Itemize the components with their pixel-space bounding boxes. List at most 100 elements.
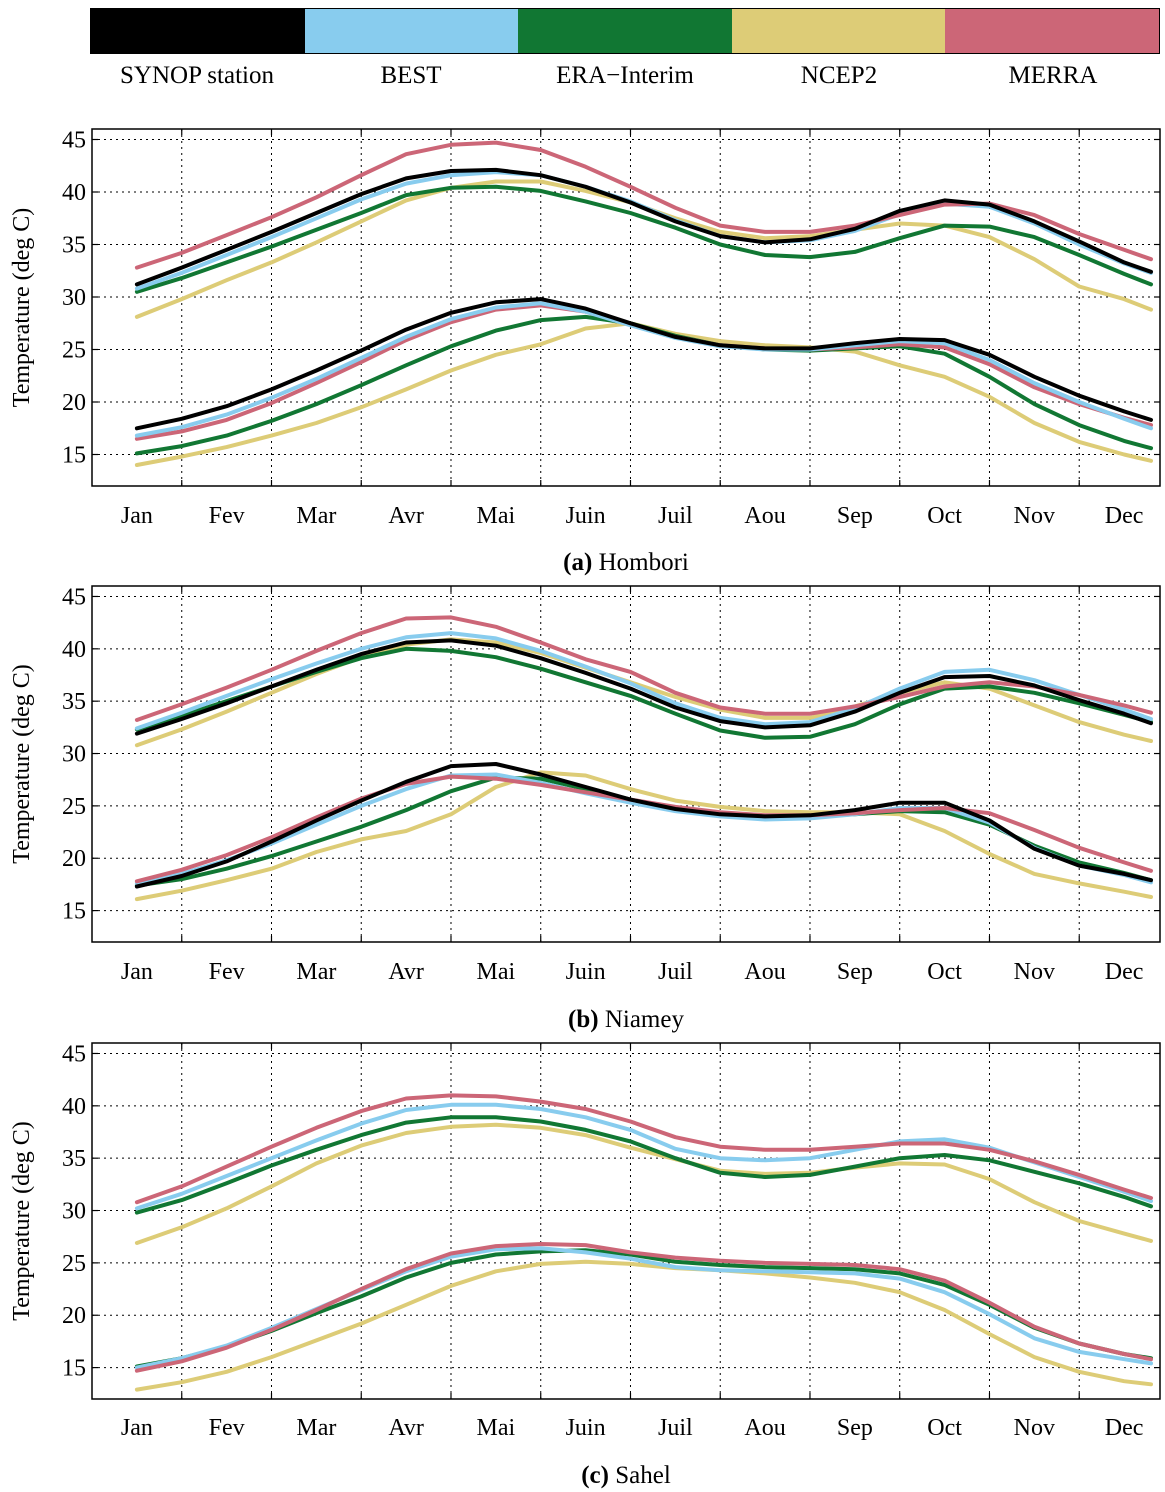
series-merra-tmax [134, 615, 1153, 722]
x-tick-label-10: Nov [1014, 503, 1055, 529]
caption-letter: (a) [563, 549, 592, 576]
y-tick-label-3: 30 [62, 742, 86, 768]
x-tick-label-1: Fev [209, 1415, 245, 1441]
series-synop-station-tmin [134, 297, 1153, 431]
y-tick-label-0: 15 [62, 1356, 86, 1382]
series-best-tmax [134, 631, 1153, 731]
series-ncep2-tmin [134, 1259, 1153, 1392]
x-tick-label-7: Aou [744, 959, 785, 985]
series-synop-station-tmax [134, 638, 1153, 736]
y-tick-label-5: 40 [62, 637, 86, 663]
y-tick-label-0: 15 [62, 899, 86, 925]
x-tick-label-8: Sep [837, 503, 873, 529]
plot-frame [91, 585, 1161, 943]
y-tick-label-1: 20 [62, 1303, 86, 1329]
legend-label-4: MERRA [1008, 62, 1098, 89]
x-tick-label-10: Nov [1014, 1415, 1055, 1441]
x-tick-label-7: Aou [744, 1415, 785, 1441]
series-synop-station-tmax [134, 167, 1153, 287]
x-tick-label-4: Mai [477, 503, 516, 529]
panel-caption: (a) Hombori [563, 549, 689, 576]
legend-swatch-2 [518, 9, 732, 53]
y-tick-label-4: 35 [62, 233, 86, 259]
series-best-tmax [134, 1102, 1153, 1211]
x-tick-label-4: Mai [477, 959, 516, 985]
y-tick-label-5: 40 [62, 180, 86, 206]
legend-color-bar [90, 8, 1160, 54]
legend-label-1: BEST [380, 62, 442, 89]
x-tick-label-5: Juin [566, 959, 606, 985]
series-synop-station-tmin [134, 762, 1153, 889]
caption-name: Niamey [599, 1006, 685, 1033]
y-tick-label-4: 35 [62, 1146, 86, 1172]
series-lines [134, 140, 1153, 467]
series-merra-tmax [134, 1093, 1153, 1205]
y-tick-label-3: 30 [62, 1199, 86, 1225]
y-axis-title: Temperature (deg C) [9, 664, 35, 864]
x-tick-label-2: Mar [296, 1415, 336, 1441]
x-tick-label-4: Mai [477, 1415, 516, 1441]
series-ncep2-tmax [134, 1122, 1153, 1245]
y-axis-title: Temperature (deg C) [9, 208, 35, 408]
panel-caption: (c) Sahel [581, 1462, 671, 1489]
legend-label-2: ERA−Interim [556, 62, 694, 89]
y-tick-label-3: 30 [62, 285, 86, 311]
legend-swatch-3 [731, 9, 946, 53]
plot-frame [91, 1042, 1161, 1400]
legend-swatch-4 [945, 9, 1159, 53]
series-lines [134, 615, 1153, 902]
x-tick-label-9: Oct [927, 1415, 962, 1441]
y-tick-label-2: 25 [62, 794, 86, 820]
caption-name: Hombori [592, 549, 689, 576]
x-tick-label-3: Avr [388, 503, 424, 529]
x-tick-label-8: Sep [837, 959, 873, 985]
caption-letter: (b) [568, 1006, 599, 1033]
x-tick-label-11: Dec [1105, 503, 1144, 529]
legend-label-0: SYNOP station [120, 62, 274, 89]
legend-swatch-0 [91, 9, 305, 53]
series-lines [134, 1093, 1153, 1392]
x-tick-label-11: Dec [1105, 959, 1144, 985]
x-tick-label-6: Juil [658, 959, 693, 985]
x-tick-label-2: Mar [296, 959, 336, 985]
x-tick-label-3: Avr [388, 959, 424, 985]
x-tick-label-0: Jan [121, 503, 153, 529]
legend-label-3: NCEP2 [800, 62, 878, 89]
x-tick-label-5: Juin [566, 1415, 606, 1441]
x-tick-label-1: Fev [209, 959, 245, 985]
y-tick-label-1: 20 [62, 390, 86, 416]
y-axis-title: Temperature (deg C) [9, 1121, 35, 1321]
x-tick-label-7: Aou [744, 503, 785, 529]
y-tick-label-2: 25 [62, 1251, 86, 1277]
grid [92, 129, 1160, 486]
chart-panel-b: 15 20 25 30 35 40 45 Jan Fev Mar Avr Mai Juin Juil Aou… [9, 584, 1161, 1033]
y-tick-label-6: 45 [62, 128, 86, 154]
grid [92, 586, 1160, 942]
caption-letter: (c) [581, 1462, 609, 1489]
x-tick-label-6: Juil [658, 503, 693, 529]
series-merra-tmin [134, 1242, 1153, 1373]
y-tick-label-4: 35 [62, 689, 86, 715]
x-tick-label-6: Juil [658, 1415, 693, 1441]
series-era-interim-tmax [134, 1115, 1153, 1215]
panel-caption: (b) Niamey [568, 1006, 684, 1033]
x-tick-label-9: Oct [927, 503, 962, 529]
series-ncep2-tmax [134, 637, 1153, 748]
x-tick-label-5: Juin [566, 503, 606, 529]
chart-panel-a: 15 20 25 30 35 40 45 Jan Fev Mar Avr Mai Juin Juil Aou… [9, 128, 1161, 576]
y-tick-label-6: 45 [62, 1041, 86, 1067]
y-tick-label-6: 45 [62, 584, 86, 610]
grid [92, 1043, 1160, 1399]
y-tick-label-0: 15 [62, 443, 86, 469]
legend-labels: SYNOP station BEST ERA−Interim NCEP2 MERRA [90, 62, 1160, 90]
x-tick-label-10: Nov [1014, 959, 1055, 985]
x-tick-label-0: Jan [121, 1415, 153, 1441]
caption-name: Sahel [609, 1462, 671, 1489]
y-tick-label-5: 40 [62, 1094, 86, 1120]
series-era-interim-tmin [134, 314, 1153, 456]
x-tick-label-11: Dec [1105, 1415, 1144, 1441]
chart-panel-c: 15 20 25 30 35 40 45 Jan Fev Mar Avr Mai Juin Juil Aou… [9, 1041, 1161, 1489]
series-ncep2-tmin [134, 770, 1153, 902]
x-tick-label-2: Mar [296, 503, 336, 529]
x-tick-label-9: Oct [927, 959, 962, 985]
